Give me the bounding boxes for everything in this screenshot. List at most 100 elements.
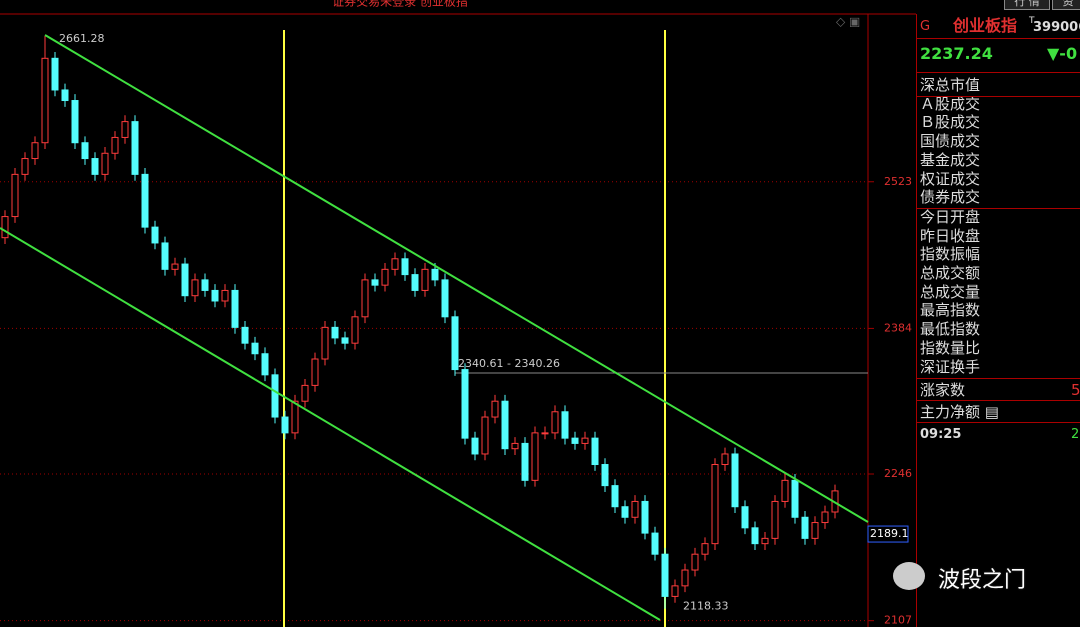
candle-body: [701, 543, 709, 555]
flag: G: [920, 19, 931, 34]
candle-body: [711, 464, 719, 545]
code-suffix: T: [1029, 16, 1035, 26]
candle-body: [291, 400, 299, 434]
price-tag-box: [867, 525, 909, 543]
field-label: 指数振幅: [920, 245, 981, 264]
candle-body: [21, 158, 29, 175]
index-code: 399006: [1033, 20, 1080, 35]
field-label: 基金成交: [920, 150, 981, 169]
candle-body: [151, 226, 159, 244]
watermark: 波段之门: [938, 568, 1027, 593]
candle-body: [321, 326, 329, 360]
candle-body: [521, 442, 529, 481]
field-label: 总成交额: [920, 264, 981, 282]
candle-body: [481, 416, 489, 455]
candle-body: [81, 142, 89, 160]
candle-body: [181, 263, 189, 297]
field-label: 深证换手: [920, 357, 981, 376]
candle-body: [821, 511, 829, 524]
field-label: 国债成交: [920, 132, 981, 151]
tab-button[interactable]: 行 情: [1004, 0, 1050, 10]
field-label: 昨日收盘: [920, 226, 981, 245]
candle-body: [401, 258, 409, 276]
candle-body: [211, 289, 219, 302]
candle-body: [781, 479, 789, 502]
candle-body: [221, 289, 229, 302]
candle-body: [131, 121, 139, 175]
candle-body: [421, 268, 429, 291]
candle-body: [731, 453, 739, 508]
candle-body: [301, 384, 309, 402]
candle-body: [751, 527, 759, 545]
candle-body: [611, 485, 619, 508]
candle-body: [541, 432, 549, 435]
quote-panel: G 创业板指 399006 T 2237.24 ▼-0 深总市值Ａ股成交Ｂ股成交…: [916, 14, 1080, 627]
candle-body: [691, 553, 699, 571]
tab-button[interactable]: 资: [1052, 0, 1080, 10]
candle-body: [581, 437, 589, 444]
candle-body: [631, 500, 639, 518]
candle-body: [191, 279, 199, 297]
candle-body: [501, 400, 509, 450]
candle-body: [801, 516, 809, 539]
candle-body: [231, 289, 239, 328]
candle-body: [571, 437, 579, 444]
candle-body: [341, 337, 349, 344]
field-label: 指数量比: [920, 338, 981, 357]
chart: 证券交易未登录 创业板指 2523 2384 2246 2107 2340.61 - …: [0, 0, 916, 627]
candle-body: [591, 437, 599, 466]
candle-body: [271, 374, 279, 418]
candle-body: [741, 506, 749, 529]
candle-body: [51, 57, 59, 91]
candle-body: [71, 100, 79, 144]
price-tag: 2189.1: [870, 527, 909, 540]
candle-body: [121, 121, 129, 138]
candle-body: [161, 242, 169, 270]
window-icon[interactable]: ◇ ▣: [836, 15, 860, 29]
candle-body: [111, 136, 119, 154]
channel-line: [0, 227, 661, 621]
price: 2237.24: [920, 44, 993, 63]
candle-body: [461, 369, 469, 439]
field-label: Ａ股成交: [920, 94, 981, 113]
field-label: Ｂ股成交: [920, 113, 981, 132]
field-label: 今日开盘: [920, 207, 981, 226]
candle-body: [281, 416, 289, 434]
candle-body: [241, 326, 249, 344]
flow-label[interactable]: 主力净额 ▤: [920, 403, 999, 421]
candle-body: [371, 279, 379, 286]
candle-body: [381, 268, 389, 286]
candle-body: [511, 442, 519, 450]
candle-body: [671, 585, 679, 597]
candle-body: [561, 411, 569, 439]
candle-body: [101, 152, 109, 175]
candle-body: [141, 173, 149, 228]
high-label: 2661.28: [59, 32, 105, 45]
y-tick-label: 2523: [884, 175, 912, 188]
y-tick-label: 2246: [884, 467, 912, 480]
candle-body: [391, 258, 399, 270]
candle-body: [41, 57, 49, 144]
candle-body: [641, 500, 649, 534]
candle-body: [791, 479, 799, 518]
candle-body: [351, 316, 359, 344]
candle-body: [771, 500, 779, 539]
time-value: 22: [1071, 427, 1080, 442]
candle-body: [201, 279, 209, 291]
change: ▼-0: [1047, 44, 1078, 63]
candle-body: [621, 506, 629, 518]
candle-body: [61, 89, 69, 102]
y-tick-label: 2384: [884, 321, 912, 334]
field-label: 权证成交: [920, 169, 981, 188]
level-label: 2340.61 - 2340.26: [458, 357, 560, 370]
window-title: 证券交易未登录 创业板指: [332, 0, 468, 9]
candle-body: [411, 274, 419, 291]
candle-body: [491, 400, 499, 418]
candle-body: [471, 437, 479, 455]
index-name: 创业板指: [953, 16, 1018, 35]
candle-body: [661, 553, 669, 597]
candle-body: [1, 216, 9, 239]
field-label: 最低指数: [920, 320, 981, 339]
candle-body: [531, 432, 539, 481]
wechat-icon: [893, 562, 925, 590]
